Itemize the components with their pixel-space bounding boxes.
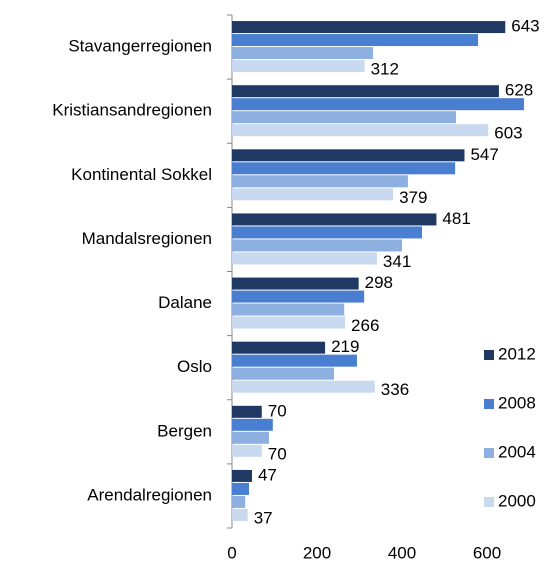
bar (232, 239, 402, 252)
category-label: Bergen (157, 421, 212, 440)
data-label: 628 (505, 81, 533, 100)
bar (232, 508, 248, 521)
data-label: 266 (351, 316, 379, 335)
data-label: 47 (258, 465, 277, 484)
x-tick-label: 600 (473, 543, 501, 562)
bar (232, 341, 326, 354)
bar (232, 111, 456, 124)
bar (232, 316, 346, 329)
bar (232, 354, 357, 367)
category-label: Kristiansandregionen (52, 101, 212, 120)
legend-label: 2012 (498, 344, 536, 363)
bar (232, 303, 345, 316)
data-label: 481 (442, 209, 470, 228)
data-label: 298 (365, 273, 393, 292)
data-label: 603 (494, 124, 522, 143)
x-tick-label: 0 (227, 543, 236, 562)
data-label: 379 (399, 188, 427, 207)
legend-label: 2004 (498, 442, 536, 461)
bar (232, 252, 377, 265)
data-label: 547 (470, 145, 498, 164)
category-label: Kontinental Sokkel (71, 165, 212, 184)
category-label: Mandalsregionen (82, 229, 212, 248)
bar (232, 149, 465, 162)
data-label: 336 (381, 380, 409, 399)
bar (232, 469, 252, 482)
legend-swatch (484, 448, 494, 458)
x-tick-label: 200 (303, 543, 331, 562)
bar (232, 188, 394, 201)
bar (232, 124, 489, 137)
legend-swatch (484, 399, 494, 409)
legend-swatch (484, 497, 494, 507)
data-label: 219 (331, 337, 359, 356)
bar (232, 367, 334, 380)
data-label: 70 (268, 444, 287, 463)
bar (232, 175, 408, 188)
category-label: Stavangerregionen (68, 37, 212, 56)
legend-label: 2000 (498, 491, 536, 510)
legend-label: 2008 (498, 393, 536, 412)
bar (232, 290, 365, 303)
category-label: Oslo (177, 357, 212, 376)
data-label: 643 (511, 17, 539, 36)
category-label: Dalane (158, 293, 212, 312)
bar (232, 60, 365, 73)
data-label: 312 (371, 60, 399, 79)
bar (232, 213, 437, 226)
data-label: 70 (268, 401, 287, 420)
bar (232, 431, 269, 444)
bar (232, 405, 262, 418)
category-label: Arendalregionen (87, 485, 212, 504)
data-label: 37 (254, 508, 273, 527)
bar (232, 47, 374, 60)
bar (232, 34, 479, 47)
bar (232, 380, 375, 393)
bar (232, 21, 506, 34)
bar (232, 495, 246, 508)
bar (232, 162, 456, 175)
bar (232, 85, 499, 98)
data-label: 341 (383, 252, 411, 271)
bar (232, 98, 524, 111)
bar (232, 444, 262, 457)
bar (232, 277, 359, 290)
x-tick-label: 400 (388, 543, 416, 562)
bar (232, 226, 422, 239)
legend-swatch (484, 350, 494, 360)
bar (232, 482, 249, 495)
bar (232, 418, 273, 431)
